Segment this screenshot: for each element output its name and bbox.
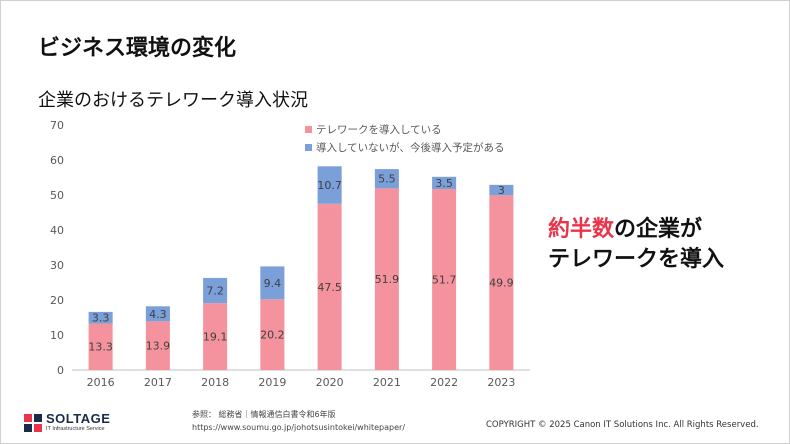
legend-swatch <box>305 144 312 151</box>
x-tick-label: 2017 <box>144 376 172 389</box>
y-tick-label: 0 <box>57 364 64 377</box>
soltage-logo: SOLTAGE IT Infrastructure Service <box>22 410 152 436</box>
source-url: https://www.soumu.go.jp/johotsusintokei/… <box>192 423 406 432</box>
bar-value-label: 13.3 <box>88 341 113 354</box>
slide-title: ビジネス環境の変化 <box>38 36 237 61</box>
callout-line-2: テレワークを導入 <box>548 247 725 272</box>
bar-value-label: 19.1 <box>203 331 228 344</box>
x-tick-label: 2021 <box>373 376 401 389</box>
y-tick-label: 10 <box>50 329 64 342</box>
callout-highlight: 約半数 <box>548 217 615 242</box>
source-note: 参照： 総務省｜情報通信白書令和6年版 https://www.soumu.go… <box>192 408 405 434</box>
bar-value-label: 47.5 <box>317 281 342 294</box>
bar-segment <box>489 184 514 196</box>
bar-segment <box>88 311 113 324</box>
callout-line-1: 約半数の企業が <box>548 215 724 245</box>
bar-value-label: 3.3 <box>92 312 110 325</box>
y-tick-label: 50 <box>50 189 64 202</box>
bar-segment <box>203 303 228 370</box>
copyright-text: COPYRIGHT © 2025 Canon IT Solutions Inc.… <box>486 420 759 430</box>
callout-line-1-rest: の企業が <box>614 217 703 242</box>
y-tick-label: 30 <box>50 259 64 272</box>
legend-label: 導入していないが、今後導入予定がある <box>316 141 504 154</box>
bar-value-label: 20.2 <box>260 329 285 342</box>
chart-subtitle: 企業のおけるテレワーク導入状況 <box>38 90 308 111</box>
bar-segment <box>317 203 342 370</box>
bar-value-label: 5.5 <box>378 173 396 186</box>
bar-value-label: 51.9 <box>375 273 400 286</box>
logo-mark-icon <box>24 414 42 432</box>
x-tick-label: 2018 <box>201 376 229 389</box>
bar-value-label: 3 <box>498 184 505 197</box>
x-tick-label: 2019 <box>258 376 286 389</box>
bar-segment <box>374 169 399 189</box>
bar-segment <box>88 323 113 370</box>
x-tick-label: 2016 <box>87 376 115 389</box>
bar-value-label: 4.3 <box>149 308 167 321</box>
bar-segment <box>374 188 399 370</box>
bar-value-label: 7.2 <box>206 285 224 298</box>
bar-segment <box>489 195 514 370</box>
x-tick-label: 2020 <box>316 376 344 389</box>
callout-text: 約半数の企業が テレワークを導入 <box>548 215 724 275</box>
bar-segment <box>260 299 285 370</box>
y-tick-label: 60 <box>50 154 64 167</box>
bar-value-label: 10.7 <box>317 179 342 192</box>
legend-label: テレワークを導入している <box>316 123 442 136</box>
logo-text: SOLTAGE <box>46 411 111 426</box>
legend-swatch <box>305 126 312 133</box>
source-line-1: 参照： 総務省｜情報通信白書令和6年版 <box>192 410 336 419</box>
bar-value-label: 13.9 <box>146 340 171 353</box>
bar-value-label: 9.4 <box>264 277 282 290</box>
bar-segment <box>432 176 457 190</box>
bar-segment <box>145 306 170 322</box>
x-tick-label: 2023 <box>487 376 515 389</box>
y-tick-label: 20 <box>50 294 64 307</box>
x-tick-label: 2022 <box>430 376 458 389</box>
bar-segment <box>432 189 457 370</box>
logo-subtext: IT Infrastructure Service <box>46 426 105 432</box>
bar-segment <box>203 277 228 304</box>
bar-value-label: 3.5 <box>435 177 453 190</box>
y-tick-label: 40 <box>50 224 64 237</box>
bar-segment <box>260 266 285 300</box>
bar-value-label: 49.9 <box>489 277 514 290</box>
y-tick-label: 70 <box>50 119 64 132</box>
bar-segment <box>317 166 342 204</box>
bar-segment <box>145 321 170 370</box>
bar-value-label: 51.7 <box>432 274 457 287</box>
